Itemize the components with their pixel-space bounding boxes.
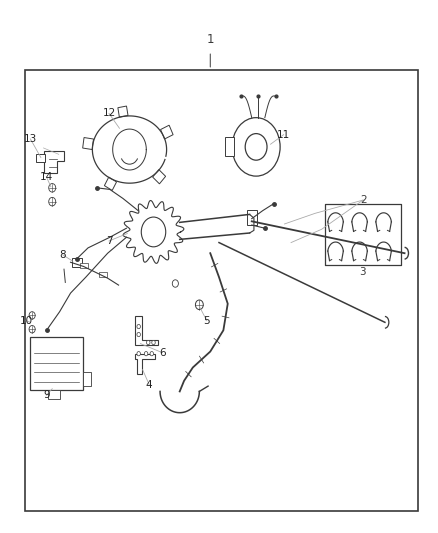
Circle shape <box>245 134 267 160</box>
Circle shape <box>152 341 155 345</box>
Text: 14: 14 <box>40 172 53 182</box>
Polygon shape <box>44 151 64 173</box>
Bar <box>48 390 60 399</box>
Bar <box>247 210 257 225</box>
Text: 5: 5 <box>204 316 210 326</box>
Bar <box>35 154 45 163</box>
Circle shape <box>141 217 166 247</box>
Text: 13: 13 <box>24 134 37 144</box>
Text: 1: 1 <box>207 33 214 46</box>
Text: 7: 7 <box>106 236 112 246</box>
Polygon shape <box>135 354 155 374</box>
Circle shape <box>49 197 56 206</box>
Bar <box>83 372 91 385</box>
Text: 9: 9 <box>43 390 50 400</box>
Text: 6: 6 <box>159 348 166 358</box>
Text: 8: 8 <box>60 250 66 260</box>
Bar <box>225 138 234 157</box>
Polygon shape <box>118 106 128 117</box>
Polygon shape <box>104 177 117 190</box>
Text: 4: 4 <box>146 379 152 390</box>
Circle shape <box>195 300 203 310</box>
Circle shape <box>172 280 178 287</box>
Bar <box>80 263 88 268</box>
Polygon shape <box>153 169 166 184</box>
Text: 12: 12 <box>102 108 116 118</box>
Polygon shape <box>161 125 173 139</box>
Circle shape <box>29 312 35 319</box>
Polygon shape <box>135 316 158 345</box>
Text: 3: 3 <box>359 267 366 277</box>
Bar <box>30 337 83 390</box>
Circle shape <box>145 352 148 356</box>
Bar <box>99 272 107 277</box>
Polygon shape <box>83 138 94 150</box>
Circle shape <box>137 325 141 329</box>
Circle shape <box>49 183 56 192</box>
Circle shape <box>137 352 141 356</box>
Circle shape <box>232 118 280 176</box>
Circle shape <box>150 352 153 356</box>
Text: 11: 11 <box>277 130 290 140</box>
Circle shape <box>29 326 35 333</box>
Bar <box>25 70 418 511</box>
Circle shape <box>147 341 150 345</box>
Circle shape <box>137 333 141 337</box>
Text: 10: 10 <box>19 316 32 326</box>
Bar <box>72 258 82 266</box>
Text: 2: 2 <box>360 195 367 205</box>
